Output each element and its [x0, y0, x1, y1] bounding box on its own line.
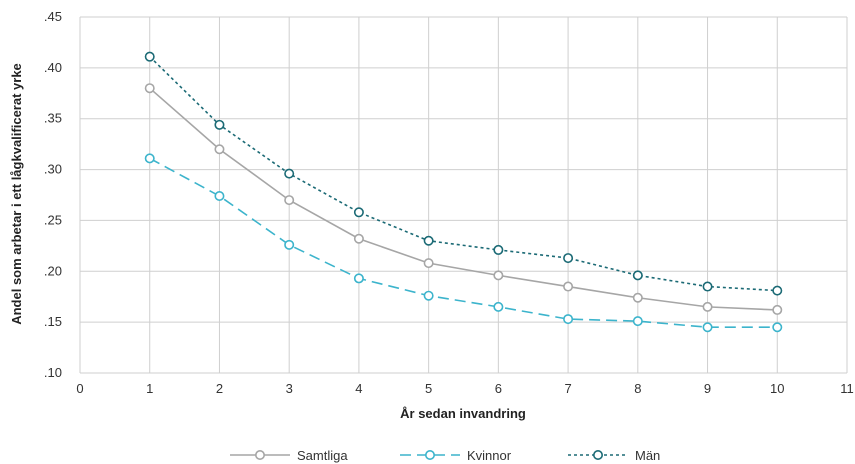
- y-tick-label: .30: [44, 162, 62, 177]
- data-point: [702, 322, 713, 333]
- data-point: [144, 153, 155, 164]
- data-point: [702, 301, 713, 312]
- data-point: [214, 119, 225, 130]
- series-line: [149, 56, 778, 292]
- x-axis-ticks: 0 1 2 3 4 5 6 7 8 9 10 11: [76, 381, 853, 396]
- x-tick-label: 2: [216, 381, 223, 396]
- data-point: [702, 281, 713, 292]
- legend-swatch-marker: [424, 449, 435, 460]
- data-point: [284, 195, 295, 206]
- y-tick-label: .20: [44, 263, 62, 278]
- data-point: [563, 253, 574, 264]
- data-point: [493, 244, 504, 255]
- legend-label: Kvinnor: [467, 448, 512, 463]
- legend-swatch-marker: [255, 449, 266, 460]
- data-point: [214, 144, 225, 155]
- data-point: [214, 191, 225, 202]
- data-point: [632, 292, 643, 303]
- legend-label: Män: [635, 448, 660, 463]
- series-line: [149, 157, 778, 329]
- data-point: [423, 235, 434, 246]
- legend-item-samtliga: Samtliga: [230, 448, 348, 463]
- data-point: [353, 233, 364, 244]
- data-point: [563, 314, 574, 325]
- data-point: [632, 316, 643, 327]
- series-layer: [144, 51, 783, 333]
- y-tick-label: .35: [44, 111, 62, 126]
- y-tick-label: .10: [44, 365, 62, 380]
- data-point: [493, 270, 504, 281]
- data-point: [632, 270, 643, 281]
- x-tick-label: 10: [770, 381, 784, 396]
- data-point: [353, 207, 364, 218]
- data-point: [493, 301, 504, 312]
- series-line: [149, 87, 778, 311]
- x-tick-label: 11: [840, 381, 854, 396]
- data-point: [423, 290, 434, 301]
- x-tick-label: 6: [495, 381, 502, 396]
- legend-item-kvinnor: Kvinnor: [400, 448, 512, 463]
- data-point: [284, 168, 295, 179]
- legend-swatch-marker: [592, 449, 603, 460]
- y-tick-label: .40: [44, 60, 62, 75]
- data-point: [772, 285, 783, 296]
- y-axis-ticks: .10 .15 .20 .25 .30 .35 .40 .45: [44, 9, 62, 380]
- legend-item-man: Män: [568, 448, 660, 463]
- data-point: [144, 83, 155, 94]
- y-tick-label: .15: [44, 314, 62, 329]
- series-samtliga: [144, 83, 783, 315]
- legend: Samtliga Kvinnor Män: [230, 448, 660, 463]
- x-tick-label: 3: [286, 381, 293, 396]
- y-tick-label: .45: [44, 9, 62, 24]
- legend-label: Samtliga: [297, 448, 348, 463]
- data-point: [423, 258, 434, 269]
- data-point: [772, 322, 783, 333]
- data-point: [353, 273, 364, 284]
- data-point: [772, 304, 783, 315]
- series-man: [144, 51, 783, 296]
- series-kvinnor: [144, 153, 783, 333]
- x-tick-label: 5: [425, 381, 432, 396]
- y-axis-title: Andel som arbetar i ett lågkvalificerat …: [9, 63, 24, 325]
- x-axis-title: År sedan invandring: [400, 406, 526, 421]
- x-tick-label: 0: [76, 381, 83, 396]
- data-point: [284, 239, 295, 250]
- data-point: [563, 281, 574, 292]
- y-tick-label: .25: [44, 212, 62, 227]
- x-tick-label: 4: [355, 381, 362, 396]
- grid-lines: [79, 16, 848, 374]
- x-tick-label: 7: [564, 381, 571, 396]
- x-tick-label: 8: [634, 381, 641, 396]
- data-point: [144, 51, 155, 62]
- x-tick-label: 9: [704, 381, 711, 396]
- x-tick-label: 1: [146, 381, 153, 396]
